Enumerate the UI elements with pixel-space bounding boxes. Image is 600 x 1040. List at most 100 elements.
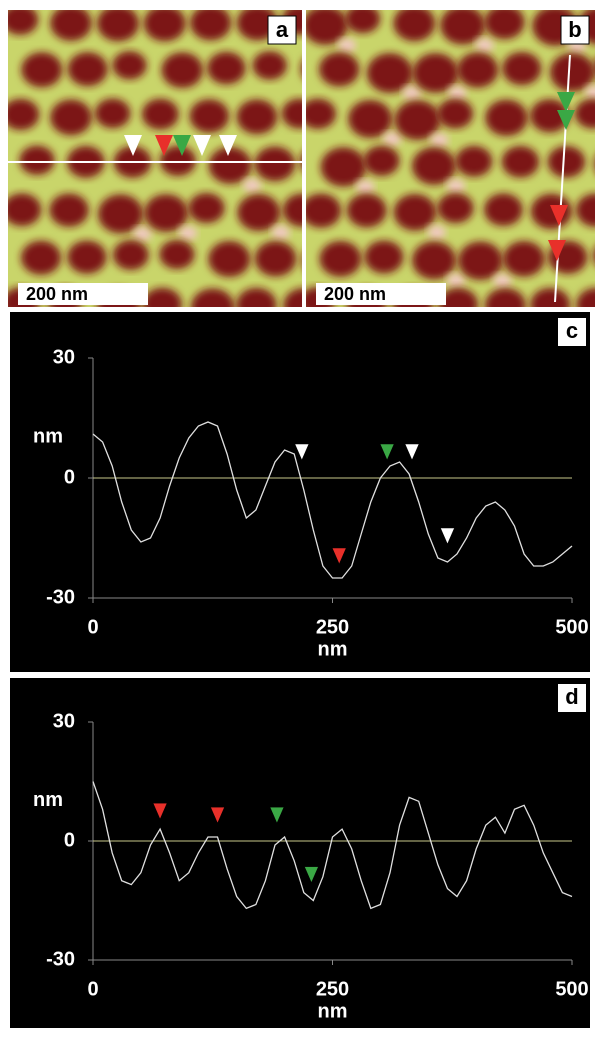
pore	[301, 194, 341, 228]
pore	[437, 193, 473, 223]
pore	[485, 100, 527, 136]
pore	[252, 51, 286, 79]
pore	[237, 194, 280, 231]
panel-background	[10, 678, 590, 1028]
pore	[113, 240, 149, 270]
pore	[364, 146, 400, 176]
panel-label: a	[276, 17, 289, 42]
pore	[456, 146, 493, 177]
pore	[2, 4, 38, 34]
pore	[144, 5, 186, 41]
highlight	[447, 179, 465, 193]
x-tick-label: 0	[87, 616, 98, 638]
pore	[190, 99, 230, 133]
highlight	[179, 226, 197, 240]
pore	[19, 146, 54, 175]
x-tick-label: 500	[555, 616, 588, 638]
pore	[21, 241, 61, 275]
y-tick-label: 0	[64, 466, 75, 488]
pore	[395, 100, 441, 140]
y-tick-label: 30	[53, 346, 75, 368]
x-tick-label: 0	[87, 978, 98, 1000]
highlight	[476, 38, 494, 52]
highlight	[431, 133, 449, 147]
pore	[162, 52, 204, 88]
pore	[68, 52, 108, 86]
scale-bar-label: 200 nm	[26, 284, 88, 304]
scale-bar-label: 200 nm	[324, 284, 386, 304]
y-axis-label: nm	[33, 425, 63, 447]
pore	[67, 241, 106, 274]
pore	[595, 147, 600, 182]
y-tick-label: 0	[64, 829, 75, 851]
pore	[367, 53, 413, 93]
afm-image	[299, 4, 600, 323]
pore	[112, 51, 146, 79]
y-tick-label: 30	[53, 710, 75, 732]
pore	[255, 147, 296, 182]
x-axis-label: nm	[318, 638, 348, 660]
highlight	[356, 180, 374, 194]
page: {"panels":[{"label":"a","scale_bar":"200…	[0, 0, 600, 1040]
panel-label: d	[565, 684, 578, 709]
pore	[440, 6, 485, 45]
pore	[345, 4, 380, 33]
pore	[502, 146, 540, 178]
figure: a200 nmb200 nmc-300300250500nmnmd-300300…	[0, 0, 600, 1035]
pore	[237, 99, 278, 134]
pore	[412, 147, 456, 185]
pore	[144, 194, 188, 232]
pore	[255, 241, 297, 277]
pore	[550, 53, 595, 92]
pore	[457, 52, 498, 87]
y-tick-label: -30	[46, 586, 75, 608]
highlight	[243, 178, 261, 192]
pore	[95, 99, 131, 129]
pore	[484, 193, 523, 226]
pore	[190, 5, 231, 40]
pore	[437, 99, 473, 129]
highlight	[134, 227, 152, 241]
highlight	[449, 86, 467, 100]
pore	[159, 240, 194, 269]
highlight	[383, 132, 401, 146]
pore	[208, 241, 250, 277]
highlight	[428, 225, 446, 239]
x-tick-label: 250	[316, 616, 349, 638]
pore	[458, 241, 503, 280]
pore	[319, 52, 359, 86]
x-tick-label: 250	[316, 978, 349, 1000]
pore	[50, 5, 92, 41]
pore	[300, 99, 336, 129]
pore	[412, 241, 456, 279]
pore	[502, 52, 541, 85]
pore	[98, 194, 143, 233]
pore	[207, 52, 245, 84]
pore	[531, 194, 572, 229]
pore	[548, 146, 586, 178]
pore	[142, 99, 179, 130]
pore	[348, 100, 392, 138]
panel-label: b	[568, 17, 581, 42]
pore	[503, 241, 545, 277]
pore	[485, 5, 525, 39]
pore	[209, 147, 252, 184]
y-tick-label: -30	[46, 948, 75, 970]
pore	[394, 194, 437, 231]
highlight	[272, 226, 290, 240]
y-axis-label: nm	[33, 789, 63, 811]
pore	[347, 194, 387, 228]
x-axis-label: nm	[318, 1000, 348, 1022]
pore	[21, 52, 62, 87]
pore	[320, 241, 362, 277]
pore	[49, 193, 88, 226]
pore	[97, 5, 139, 41]
highlight	[338, 38, 356, 52]
highlight	[493, 274, 511, 288]
highlight	[403, 86, 421, 100]
x-tick-label: 500	[555, 978, 588, 1000]
pore	[2, 99, 39, 130]
pore	[188, 193, 224, 223]
highlight	[447, 273, 465, 287]
pore	[303, 6, 348, 45]
